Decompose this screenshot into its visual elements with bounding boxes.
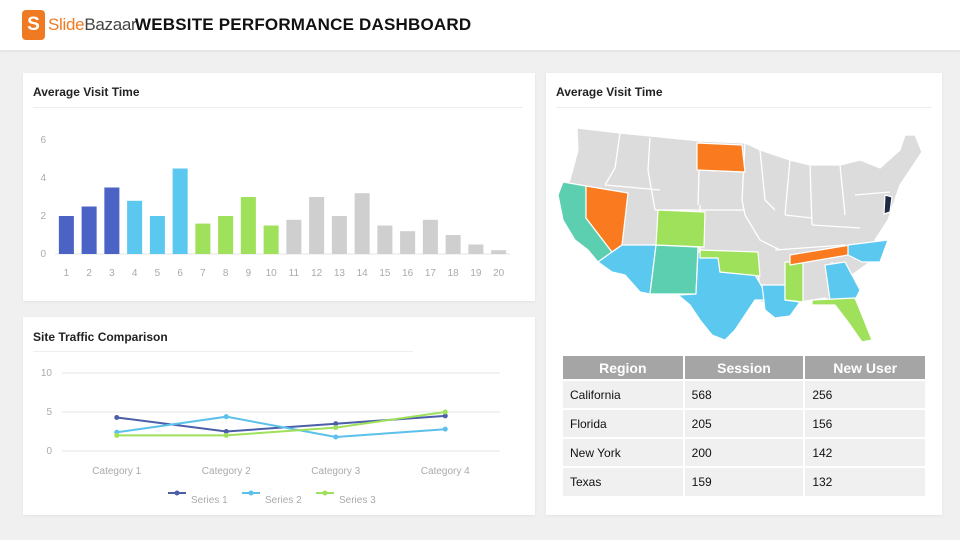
divider (556, 107, 932, 108)
region-cell: California (563, 379, 685, 409)
new-user-cell: 156 (804, 408, 925, 438)
table-header-row: Region Session New User (563, 356, 925, 380)
header-bar: S SlideBazaar WEBSITE PERFORMANCE DASHBO… (0, 0, 960, 50)
divider (33, 107, 523, 108)
new-user-cell: 256 (804, 379, 925, 409)
new-user-cell: 132 (804, 466, 925, 496)
slidebazaar-logo[interactable]: S SlideBazaar (22, 9, 137, 41)
line-chart-card: Site Traffic Comparison (23, 317, 535, 515)
table-row: Florida 205 156 (563, 408, 925, 438)
logo-s-icon: S (22, 10, 45, 40)
divider (33, 351, 413, 352)
table-row: California 568 256 (563, 379, 925, 409)
session-header[interactable]: Session (683, 356, 806, 380)
bar-chart-card: Average Visit Time (23, 73, 535, 301)
page-title: WEBSITE PERFORMANCE DASHBOARD (135, 15, 472, 34)
table-row: New York 200 142 (563, 437, 925, 467)
new-user-header[interactable]: New User (804, 356, 925, 380)
region-header[interactable]: Region (563, 356, 685, 380)
region-cell: Florida (563, 408, 685, 438)
region-table: Region Session New User California 568 2… (563, 356, 925, 496)
region-cell: New York (563, 437, 685, 467)
session-cell: 200 (683, 437, 806, 467)
new-user-cell: 142 (804, 437, 925, 467)
session-cell: 159 (683, 466, 806, 496)
region-cell: Texas (563, 466, 685, 496)
table-row: Texas 159 132 (563, 466, 925, 496)
session-cell: 568 (683, 379, 806, 409)
logo-wordmark: SlideBazaar (48, 15, 137, 34)
bar-chart-title: Average Visit Time (33, 85, 140, 99)
map-card-title: Average Visit Time (556, 85, 663, 99)
line-chart-title: Site Traffic Comparison (33, 330, 168, 344)
session-cell: 205 (683, 408, 806, 438)
